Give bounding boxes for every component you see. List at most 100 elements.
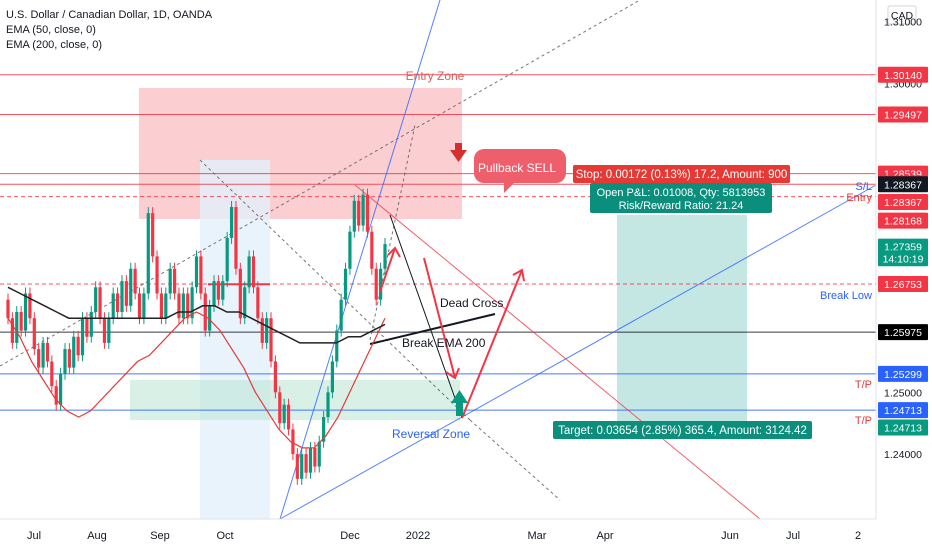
price-tag-bg <box>878 176 928 193</box>
x-tick-label: Dec <box>340 530 360 542</box>
candle-body <box>181 293 185 319</box>
candle <box>370 225 374 275</box>
price-tag: 14:10:19 <box>878 250 928 267</box>
trend-line <box>469 419 561 501</box>
candle-body <box>67 349 71 368</box>
y-tick-label: 1.24000 <box>884 449 922 461</box>
candle-body <box>190 287 194 319</box>
candle-body <box>348 231 352 269</box>
candle <box>151 207 155 263</box>
time-axis-bg <box>0 519 932 550</box>
candle-body <box>295 454 299 479</box>
candle <box>172 262 177 300</box>
candle-body <box>80 318 85 356</box>
x-tick-label: Aug <box>87 530 107 542</box>
candle-body <box>76 336 80 356</box>
break-low-label: Break Low <box>820 290 872 302</box>
candle <box>304 448 308 479</box>
candle-body <box>164 293 168 319</box>
candle-body <box>115 293 120 313</box>
candle <box>216 275 221 306</box>
price-tag: 1.26753 <box>878 276 928 293</box>
candle-body <box>72 336 76 368</box>
candle-body <box>41 342 45 368</box>
candle-body <box>186 293 190 319</box>
price-tag-text: 1.24713 <box>884 405 922 417</box>
candle-body <box>107 318 111 343</box>
candle <box>19 306 23 337</box>
candle-body <box>322 417 326 442</box>
candle <box>54 380 58 411</box>
price-tag-text: 1.29497 <box>884 109 922 121</box>
candle <box>76 330 80 362</box>
candle <box>10 312 14 349</box>
candle-body <box>212 281 216 306</box>
candle-body <box>194 256 199 288</box>
x-tick-label: 2022 <box>406 530 430 542</box>
price-tag: 1.25299 <box>878 365 928 382</box>
candle <box>343 262 348 306</box>
open-pl-tag-bg <box>590 183 772 213</box>
candle <box>286 398 291 436</box>
candle-body <box>286 404 291 430</box>
candle <box>234 200 238 275</box>
candle-body <box>142 293 146 319</box>
price-tag-bg <box>878 250 928 267</box>
candle <box>190 281 194 325</box>
candle <box>94 281 98 319</box>
trend-line <box>0 0 641 367</box>
y-tick-label: 1.25000 <box>884 387 922 399</box>
price-tag-text: 1.26753 <box>884 279 922 291</box>
x-tick-label: Mar <box>528 530 547 542</box>
candle <box>186 287 190 325</box>
y-tick-label: 1.31000 <box>884 17 922 29</box>
candle <box>251 250 256 294</box>
candle-body <box>129 268 133 306</box>
tp1-label: T/P <box>855 379 872 391</box>
candle-body <box>326 392 330 418</box>
candle-body <box>383 244 387 269</box>
stop-tag: Stop: 0.00172 (0.13%) 17.2, Amount: 900 <box>573 165 790 183</box>
candle-body <box>304 454 308 473</box>
price-tag-bg <box>878 324 928 341</box>
price-tag-text: 1.25299 <box>884 369 922 381</box>
projection-line <box>389 214 463 419</box>
candle <box>98 281 102 325</box>
candle-body <box>273 361 278 393</box>
candle-body <box>308 447 313 473</box>
candle-body <box>370 231 374 269</box>
candle-body <box>177 293 181 319</box>
candle-body <box>203 293 207 331</box>
sl-label: S/L <box>855 181 872 193</box>
trend-line <box>279 0 441 520</box>
candle-body <box>225 237 229 282</box>
candle-body <box>335 330 339 362</box>
candle-body <box>50 361 54 387</box>
candle <box>41 336 45 374</box>
candle <box>194 250 199 294</box>
candle-body <box>361 194 365 226</box>
currency-button <box>887 5 917 25</box>
candle-body <box>54 386 58 405</box>
candle-body <box>10 318 14 343</box>
candle-body <box>251 256 256 288</box>
candle-body <box>374 268 378 300</box>
candle-body <box>45 342 50 362</box>
candle <box>45 336 50 368</box>
candle <box>322 411 326 448</box>
candle <box>155 250 159 300</box>
currency-label: CAD <box>891 10 914 22</box>
candle <box>348 225 352 275</box>
price-tag: 1.29497 <box>878 106 928 123</box>
candle <box>335 324 339 368</box>
candle-body <box>243 287 247 319</box>
candle <box>291 423 295 461</box>
candle <box>361 188 365 232</box>
x-tick-label: Jun <box>721 530 739 542</box>
candle-body <box>265 318 269 343</box>
candle <box>273 355 278 399</box>
price-axis-bg <box>876 0 932 550</box>
candle-body <box>120 281 124 313</box>
candle <box>260 312 264 349</box>
